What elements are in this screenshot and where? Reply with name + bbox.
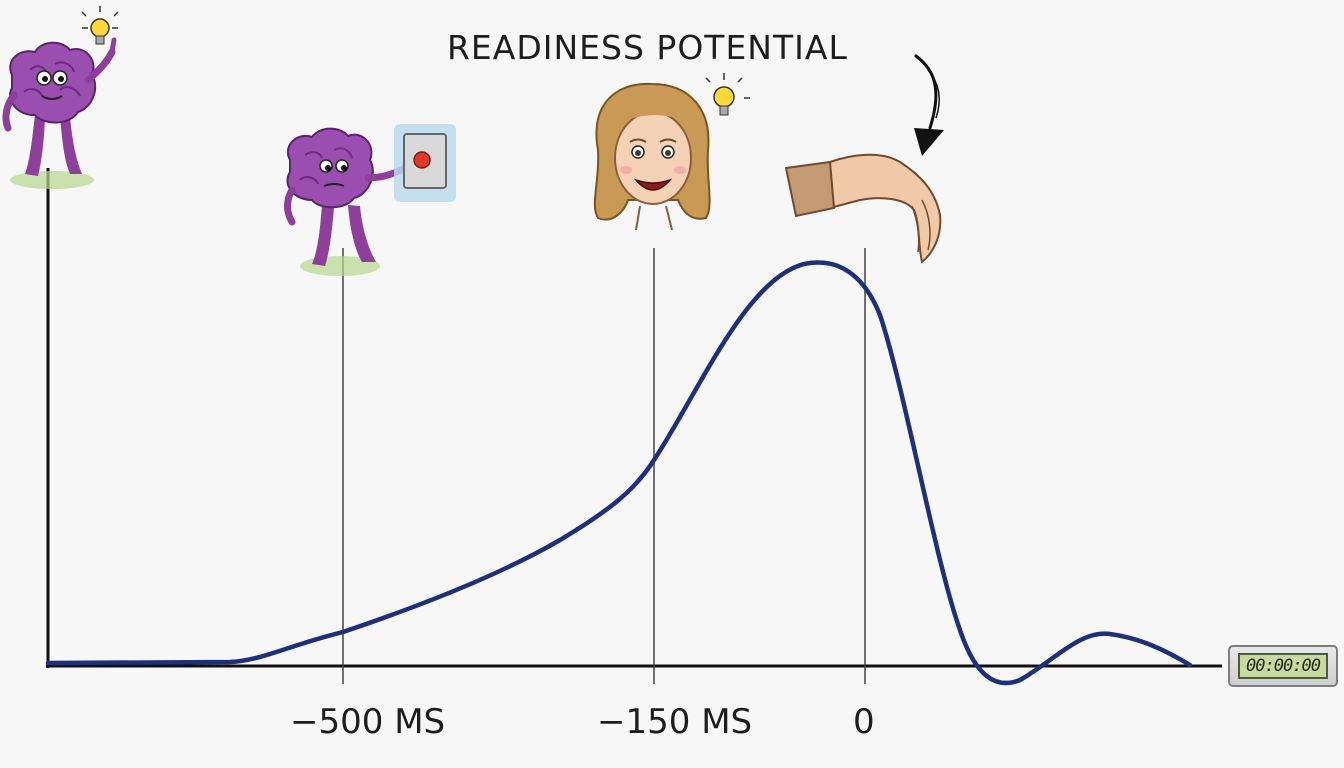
hand-moving-icon bbox=[784, 153, 942, 264]
tick-label-150ms: −150 MS bbox=[597, 702, 753, 742]
down-arrow-icon bbox=[914, 54, 944, 156]
readiness-potential-curve bbox=[45, 260, 1193, 686]
brain-character-idea-icon bbox=[2, 6, 119, 189]
timer-display: 00:00:00 bbox=[1238, 653, 1328, 679]
diagram-title: READINESS POTENTIAL bbox=[447, 28, 848, 67]
stopwatch-icon: 00:00:00 bbox=[1228, 645, 1338, 687]
brain-character-pressing-button-icon bbox=[284, 124, 456, 276]
tick-label-500ms: −500 MS bbox=[290, 702, 446, 742]
woman-face-idea-icon bbox=[593, 73, 750, 231]
tick-label-zero: 0 bbox=[853, 702, 875, 742]
